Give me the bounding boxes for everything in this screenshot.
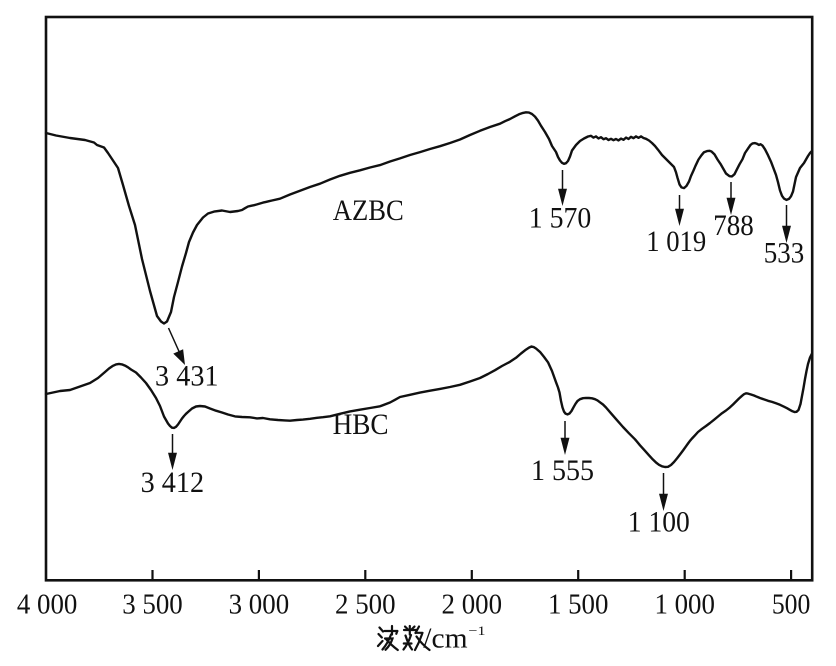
svg-text:−1: −1 xyxy=(469,623,486,638)
svg-text:HBC: HBC xyxy=(333,408,389,441)
svg-text:3 412: 3 412 xyxy=(141,466,205,499)
svg-text:2 000: 2 000 xyxy=(442,588,503,620)
svg-text:1 570: 1 570 xyxy=(529,202,592,235)
svg-text:788: 788 xyxy=(713,209,754,242)
svg-text:/cm: /cm xyxy=(423,624,468,655)
svg-text:1 000: 1 000 xyxy=(654,588,715,620)
svg-text:AZBC: AZBC xyxy=(333,194,404,227)
svg-text:500: 500 xyxy=(772,588,811,620)
svg-text:3 431: 3 431 xyxy=(155,360,219,393)
svg-text:3 000: 3 000 xyxy=(229,588,290,620)
svg-text:3 500: 3 500 xyxy=(122,588,183,620)
svg-text:1 100: 1 100 xyxy=(628,505,690,538)
svg-text:1 500: 1 500 xyxy=(548,588,609,620)
svg-text:4 000: 4 000 xyxy=(17,588,78,620)
svg-text:1 555: 1 555 xyxy=(531,454,594,487)
svg-text:533: 533 xyxy=(764,236,805,269)
svg-text:1 019: 1 019 xyxy=(646,225,706,258)
svg-text:2 500: 2 500 xyxy=(335,588,396,620)
